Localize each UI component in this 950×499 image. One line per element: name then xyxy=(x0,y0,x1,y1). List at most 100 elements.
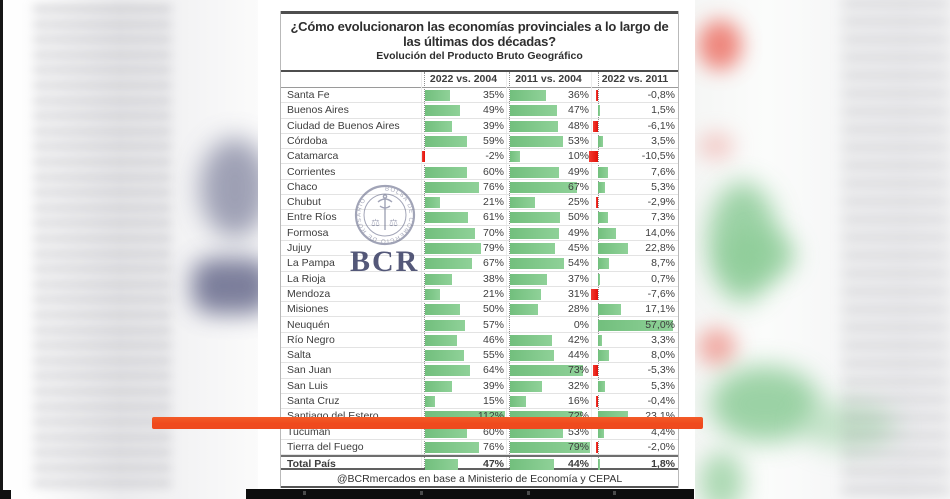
bcr-seal-logo: BOLSA DE COMERCIO DE ROSARIO ⚖ ⚖ xyxy=(354,184,416,246)
value-2022-2004: 76% xyxy=(482,180,504,193)
bar-2022-2004 xyxy=(424,90,450,101)
value-2022-2011: 17,1% xyxy=(645,303,675,316)
bar-2022-2011 xyxy=(598,350,609,362)
bar-2011-2004 xyxy=(509,365,584,377)
bottom-black-bar xyxy=(246,489,694,499)
value-2022-2004: 57% xyxy=(482,318,504,331)
value-2011-2004: 54% xyxy=(567,257,589,270)
bar-2022-2011 xyxy=(598,105,600,117)
table-row: Chubut 21% 25% -2,9% xyxy=(281,195,678,211)
value-2011-2004: 25% xyxy=(567,196,589,209)
value-2022-2011: 7,3% xyxy=(651,211,675,224)
bar-2011-2004 xyxy=(509,105,558,117)
bar-2022-2004 xyxy=(424,120,453,132)
province-name: San Juan xyxy=(287,364,332,377)
value-2011-2004: 73% xyxy=(567,364,589,377)
bar-2022-2004 xyxy=(424,197,440,209)
total-row: Total País 47% 44% 1,8% xyxy=(281,455,678,471)
bar-2022-2011-negative xyxy=(595,90,598,101)
bar-2011-2004 xyxy=(509,334,553,346)
orange-highlight-marker xyxy=(152,417,703,429)
table-row: Misiones 50% 28% 17,1% xyxy=(281,302,678,318)
bar-2022-2011-negative xyxy=(595,197,598,209)
value-2022-2011: -0,4% xyxy=(647,395,675,407)
value-2022-2011: -6,1% xyxy=(647,119,675,132)
bar-2022-2011 xyxy=(598,258,610,270)
blurred-green-blob xyxy=(700,452,744,499)
province-name: Ciudad de Buenos Aires xyxy=(287,119,400,132)
value-2022-2004: 61% xyxy=(482,211,504,224)
value-2011-2004: 48% xyxy=(567,119,589,132)
value-2011-2004: 79% xyxy=(567,440,589,453)
value-2022-2011: -5,3% xyxy=(647,364,675,377)
province-name: La Pampa xyxy=(287,257,335,270)
value-2022-2004: 21% xyxy=(482,287,504,300)
bar-2011-2004 xyxy=(509,90,546,101)
bar-2011-2004 xyxy=(509,212,561,224)
value-2011-2004: 44% xyxy=(567,458,589,471)
value-2022-2011: 3,5% xyxy=(651,134,675,147)
bar-2022-2004 xyxy=(424,288,440,300)
table-row: La Rioja 38% 37% 0,7% xyxy=(281,272,678,287)
value-2022-2004: 67% xyxy=(482,257,504,270)
value-2011-2004: 36% xyxy=(567,89,589,101)
bar-2022-2004 xyxy=(424,396,436,407)
province-name: Buenos Aires xyxy=(287,104,349,117)
value-2022-2004: 21% xyxy=(482,196,504,209)
bottom-left-black-corner xyxy=(0,490,11,499)
bar-2011-2004 xyxy=(509,441,590,453)
bar-2011-2004 xyxy=(509,304,538,316)
value-2022-2004: 35% xyxy=(482,89,504,101)
value-2011-2004: 10% xyxy=(567,150,589,163)
value-2022-2011: 5,3% xyxy=(651,180,675,193)
province-name: Entre Ríos xyxy=(287,211,337,224)
column-header-2022-2011: 2022 vs. 2011 xyxy=(601,73,669,85)
blurred-red-blob xyxy=(698,132,734,160)
chart-title-line1: ¿Cómo evolucionaron las economías provin… xyxy=(290,19,669,34)
bar-2011-2004 xyxy=(509,459,555,471)
bar-2011-2004 xyxy=(509,288,541,300)
scale-icon: ⚖ xyxy=(389,218,398,229)
bar-2011-2004 xyxy=(509,227,560,239)
blurred-red-blob xyxy=(698,328,736,366)
bar-2022-2004 xyxy=(424,166,468,178)
value-2011-2004: 47% xyxy=(567,104,589,117)
value-2022-2011: 5,3% xyxy=(651,379,675,392)
table-row: Salta 55% 44% 8,0% xyxy=(281,348,678,364)
table-row: San Juan 64% 73% -5,3% xyxy=(281,363,678,379)
blurred-backdrop-left xyxy=(0,0,260,499)
bar-2011-2004 xyxy=(509,396,526,407)
bar-2011-2004 xyxy=(509,120,559,132)
value-2022-2011: -7,6% xyxy=(647,287,675,300)
bar-2022-2011 xyxy=(598,243,628,254)
value-2022-2004: 39% xyxy=(482,119,504,132)
bar-2022-2011 xyxy=(598,411,629,423)
bar-2011-2004 xyxy=(509,135,564,147)
province-name: Córdoba xyxy=(287,134,328,147)
bar-2011-2004 xyxy=(509,411,583,423)
blurred-bcr-echo xyxy=(192,258,260,314)
bar-2022-2011-negative xyxy=(592,120,598,132)
value-2022-2011: 57,0% xyxy=(645,318,675,331)
table-row: Río Negro 46% 42% 3,3% xyxy=(281,333,678,349)
bar-2022-2011 xyxy=(598,426,604,438)
bar-2022-2011 xyxy=(598,459,601,471)
provinces-table: ¿Cómo evolucionaron las economías provin… xyxy=(280,11,679,488)
value-2022-2011: 0,7% xyxy=(651,272,675,285)
value-2011-2004: 28% xyxy=(567,303,589,316)
bar-2022-2011 xyxy=(598,319,673,331)
table-row: Santa Cruz 15% 16% -0,4% xyxy=(281,394,678,410)
value-2011-2004: 53% xyxy=(567,134,589,147)
value-2022-2004: 46% xyxy=(482,333,504,346)
bar-2022-2004 xyxy=(424,426,468,438)
bar-2022-2004 xyxy=(424,459,459,471)
table-row: Buenos Aires 49% 47% 1,5% xyxy=(281,103,678,119)
bar-2022-2004 xyxy=(424,135,467,147)
bar-2022-2011 xyxy=(598,212,608,224)
value-2022-2004: 49% xyxy=(482,104,504,117)
bar-2022-2004 xyxy=(424,350,464,362)
table-row: Mendoza 21% 31% -7,6% xyxy=(281,287,678,303)
bar-2022-2004 xyxy=(424,304,461,316)
value-2022-2004: 38% xyxy=(482,272,504,285)
